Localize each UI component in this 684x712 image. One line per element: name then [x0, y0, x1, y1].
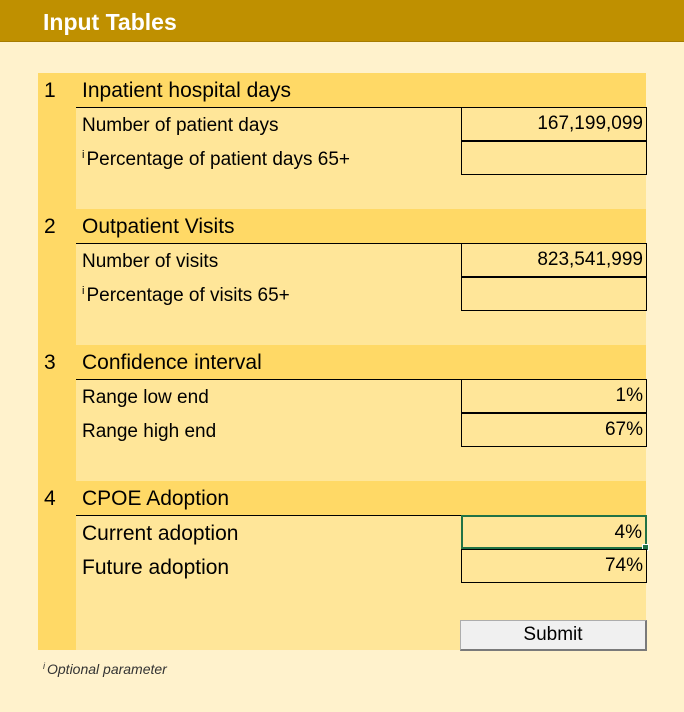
row-divider — [76, 379, 462, 380]
section-number-3: 3 — [44, 351, 56, 374]
row-label-visits: Number of visits — [82, 251, 219, 272]
optional-marker: i — [82, 285, 85, 297]
section-header-2 — [38, 209, 646, 243]
section-number-4: 4 — [44, 487, 56, 510]
footnote-marker: i — [43, 661, 45, 671]
row-divider — [76, 515, 462, 516]
patient-days-65-input[interactable] — [461, 141, 647, 175]
page-title: Input Tables — [43, 9, 177, 35]
section-header-4 — [38, 481, 646, 515]
title-bar: Input Tables — [0, 0, 684, 42]
visits-input[interactable]: 823,541,999 — [461, 243, 647, 277]
row-label-current-adoption: Current adoption — [82, 522, 239, 545]
section-header-1 — [38, 73, 646, 107]
current-adoption-input[interactable]: 4% — [461, 515, 649, 551]
row-label-patient-days-65: i Percentage of patient days 65+ — [82, 149, 351, 170]
patient-days-input[interactable]: 167,199,099 — [461, 107, 647, 141]
optional-marker: i — [82, 149, 85, 161]
section-title-outpatient: Outpatient Visits — [82, 215, 235, 238]
section-title-cpoe: CPOE Adoption — [82, 487, 230, 510]
section-number-1: 1 — [44, 79, 56, 102]
section-title-confidence: Confidence interval — [82, 351, 262, 374]
section-header-3 — [38, 345, 646, 379]
section-title-inpatient: Inpatient hospital days — [82, 79, 291, 102]
row-label-visits-65: i Percentage of visits 65+ — [82, 285, 290, 306]
range-low-input[interactable]: 1% — [461, 379, 647, 413]
footnote-text: Optional parameter — [47, 661, 167, 677]
footnote: i Optional parameter — [43, 661, 167, 677]
section-number-2: 2 — [44, 215, 56, 238]
row-label-range-high: Range high end — [82, 421, 217, 442]
row-label-range-low: Range low end — [82, 387, 209, 408]
row-label-future-adoption: Future adoption — [82, 556, 230, 579]
visits-65-input[interactable] — [461, 277, 647, 311]
row-divider — [76, 243, 462, 244]
row-divider — [76, 107, 462, 108]
row-label-patient-days: Number of patient days — [82, 115, 279, 136]
range-high-input[interactable]: 67% — [461, 413, 647, 447]
submit-button[interactable]: Submit — [460, 620, 647, 651]
future-adoption-input[interactable]: 74% — [461, 549, 647, 583]
